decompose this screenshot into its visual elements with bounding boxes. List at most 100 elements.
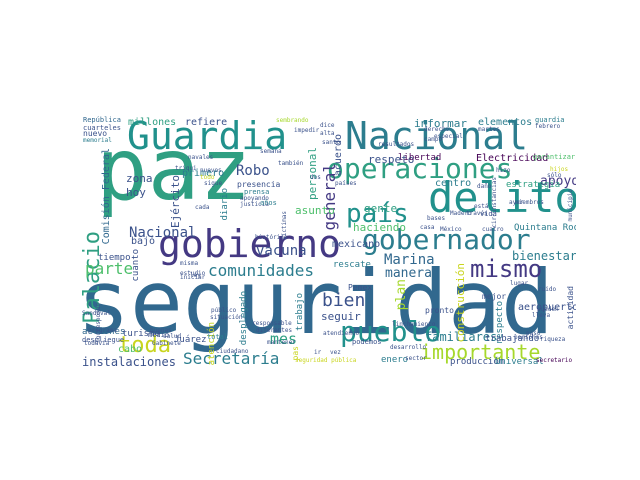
word-elementos: elementos (478, 117, 533, 128)
word-lugar: lugar (510, 280, 529, 287)
word-mexico: México (440, 226, 462, 233)
word-familiares: familiares (425, 330, 498, 344)
word-paises: países (335, 180, 357, 187)
word-aeropuerto: aeropuerto (518, 302, 576, 313)
word-hijos: hijos (550, 166, 569, 173)
word-estrategia: estrategia (506, 180, 561, 190)
word-seguridad-publica: seguridad pública (295, 357, 357, 364)
word-libertad: libertad (398, 153, 442, 163)
word-comunidades: comunidades (208, 261, 314, 280)
word-respeto: respeto (368, 153, 415, 166)
word-lleva: lleva (532, 312, 551, 319)
word-responsable: responsable (252, 320, 292, 327)
word-mexicano: mexicano (332, 239, 381, 250)
word-solo: sólo (547, 172, 562, 179)
word-toda: toda (118, 333, 171, 358)
word-esta: está (474, 203, 489, 210)
word-estudio: estudio (180, 270, 206, 277)
word-todavia: todavía (84, 340, 110, 347)
word-alta: alta (320, 130, 335, 137)
word-casa: casa (420, 224, 435, 231)
word-apoyando: apoyando (240, 195, 269, 202)
word-salud: salud (163, 333, 182, 340)
word-nacional-large: Nacional (345, 114, 529, 158)
word-mes: mes (270, 330, 298, 348)
word-cloud: seguridad paz Guardia Nacional gobierno … (80, 113, 576, 368)
word-situacion: situación (210, 314, 243, 321)
word-hoy: hoy (126, 186, 146, 199)
word-turismo: turismo (122, 329, 160, 339)
word-gobernador: gobernador (362, 223, 531, 256)
word-atencion: atención (207, 322, 217, 366)
word-dice: dice (320, 122, 335, 129)
word-paso: paso (526, 330, 541, 337)
word-centro: centro (435, 178, 472, 189)
word-pas: pas (291, 346, 300, 361)
word-traves: través (466, 210, 488, 217)
word-triqui: triqui (175, 165, 197, 172)
word-mismo: mismo (470, 255, 543, 283)
word-gobierno: gobierno (158, 222, 342, 266)
word-parte: parte (85, 259, 134, 278)
word-pueblo: pueblo (340, 315, 442, 348)
word-vacuna: vacuna (256, 243, 307, 259)
word-nacional-small: Nacional (129, 225, 197, 241)
word-ruido: ruido (538, 286, 557, 293)
word-sigue: sigue (204, 180, 223, 187)
word-ley: ley (190, 272, 201, 279)
word-memorial: memorial (83, 137, 112, 144)
word-martes: martes (478, 126, 500, 133)
word-mantener: mantener (267, 339, 296, 346)
word-importante: importante (420, 340, 541, 364)
word-comision-federal: Comisión Federal (101, 148, 112, 245)
word-bases: bases (427, 215, 446, 222)
word-cada: cada (195, 204, 210, 211)
word-bien: bien (322, 290, 366, 311)
word-pemex: Pemex (348, 283, 373, 292)
word-desarrollo: desarrollo (390, 344, 427, 351)
word-ir: ir (314, 349, 322, 356)
word-cuatro: cuatro (482, 226, 504, 233)
word-millones: millones (128, 117, 177, 128)
word-derecho: derecho (424, 126, 450, 133)
word-circunstancias: circunstancias (491, 177, 498, 228)
word-presencia: presencia (237, 180, 281, 189)
word-enero: enero (381, 355, 409, 365)
word-vida: vida (480, 210, 497, 218)
word-diferentes: diferentes (256, 327, 293, 334)
word-justicia: justicia (240, 201, 269, 208)
word-riqueza: riqueza (540, 336, 566, 343)
word-bienestar: bienestar (512, 249, 576, 263)
word-sector: sector (405, 355, 427, 362)
word-nuevos: nuevos (200, 167, 222, 174)
word-asunto: asunto (295, 204, 335, 217)
word-construccion: construcción (454, 263, 467, 343)
word-resultados: resultados (378, 141, 415, 148)
word-programa: programa (88, 327, 117, 334)
word-tambien: también (278, 160, 304, 167)
word-impedir: impedir (294, 127, 320, 134)
word-victimas: víctimas (281, 211, 288, 240)
word-paz: paz (96, 120, 252, 220)
word-cuarteles: cuarteles (83, 124, 121, 132)
word-dos: dos (310, 174, 321, 181)
word-cabo: cabo (118, 344, 143, 355)
word-municipio: municipio (567, 189, 574, 222)
word-nuevo: nuevo (83, 129, 108, 138)
word-prensa: prensa (244, 188, 270, 196)
word-madero: Madero (450, 210, 472, 217)
word-electricidad: Electricidad (476, 153, 549, 164)
word-informar: informar (414, 117, 467, 130)
word-instalaciones: instalaciones (82, 355, 176, 368)
word-trabajando: trabajando (485, 334, 540, 344)
word-ayer: ayer (509, 199, 524, 206)
word-dano: daño (477, 183, 492, 190)
word-personas: personas (514, 334, 543, 341)
word-republica: República (83, 116, 121, 124)
word-ciudadano: ciudadano (216, 348, 249, 355)
word-semana: semana (260, 148, 282, 155)
word-podemos: podemos (352, 338, 382, 346)
word-secretario: secretario (536, 357, 573, 364)
word-bajo: bajó (131, 236, 156, 247)
word-iniciar: iniciar (180, 274, 206, 281)
